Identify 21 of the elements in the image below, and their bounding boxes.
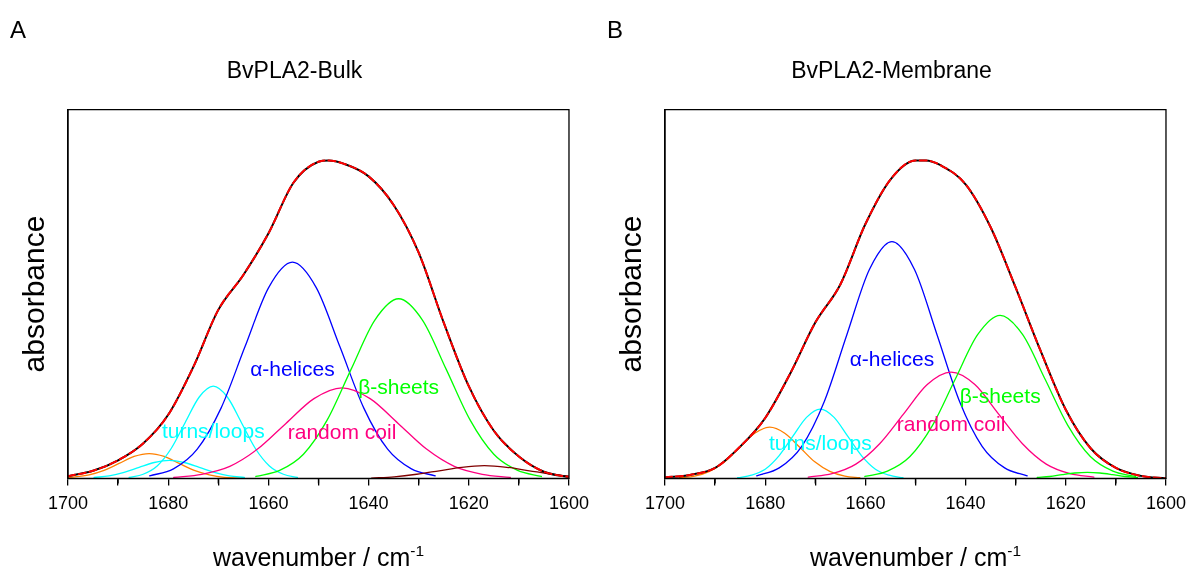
- x-tick-label: 1620: [1045, 493, 1086, 514]
- x-tick-label: 1680: [745, 493, 786, 514]
- text: B: [607, 16, 624, 44]
- series-label: α-helices: [849, 346, 935, 370]
- chart-title: BvPLA2-Membrane: [791, 57, 992, 84]
- chart-title: BvPLA2-Bulk: [226, 57, 363, 84]
- x-tick-label: 1600: [1145, 493, 1186, 514]
- x-tick-label: 1600: [548, 493, 589, 514]
- x-tick-label: 1700: [47, 493, 89, 514]
- x-tick-label: 1660: [845, 493, 886, 514]
- text: A: [10, 16, 27, 44]
- x-tick-label: 1660: [248, 493, 289, 514]
- series-label: α-helices: [250, 357, 335, 381]
- x-tick-label: 1640: [945, 493, 986, 514]
- y-axis-title: absorbance: [614, 215, 648, 373]
- y-axis-title: absorbance: [17, 215, 51, 373]
- x-tick-label: 1620: [448, 493, 489, 514]
- series-label: β-sheets: [358, 375, 440, 399]
- x-tick-label: 1640: [348, 493, 389, 514]
- x-tick-label: 1700: [644, 493, 686, 514]
- x-tick-label: 1680: [148, 493, 189, 514]
